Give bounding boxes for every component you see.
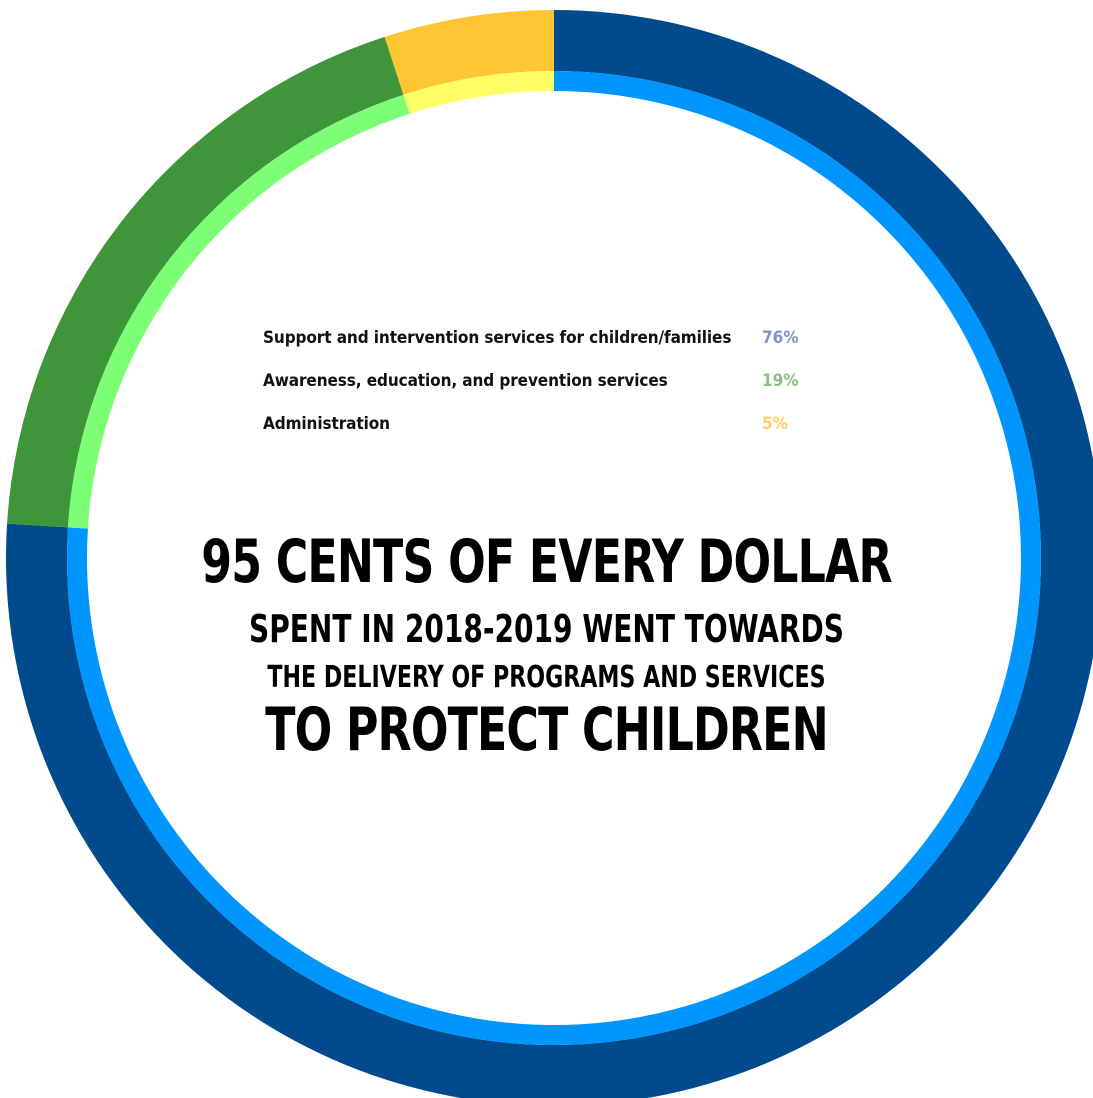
legend-label: Awareness, education, and prevention ser… bbox=[263, 370, 668, 391]
donut-slice-inner-2 bbox=[403, 71, 554, 114]
headline-line-3: THE DELIVERY OF PROGRAMS AND SERVICES bbox=[267, 660, 826, 695]
headline-line-1: 95 CENTS OF EVERY DOLLAR bbox=[201, 527, 892, 597]
legend-item-support: Support and intervention services for ch… bbox=[263, 316, 823, 359]
legend-value: 5% bbox=[762, 413, 788, 434]
legend-item-administration: Administration 5% bbox=[263, 402, 823, 445]
headline-line-2: SPENT IN 2018-2019 WENT TOWARDS bbox=[249, 607, 844, 651]
legend-label: Support and intervention services for ch… bbox=[263, 327, 732, 348]
legend-item-awareness: Awareness, education, and prevention ser… bbox=[263, 359, 823, 402]
legend-value: 19% bbox=[762, 370, 799, 391]
legend: Support and intervention services for ch… bbox=[263, 316, 823, 445]
legend-label: Administration bbox=[263, 413, 390, 434]
headline-line-4: TO PROTECT CHILDREN bbox=[265, 695, 828, 765]
donut-slice-outer-2 bbox=[384, 10, 554, 95]
donut-slice-outer-1 bbox=[7, 36, 404, 528]
legend-value: 76% bbox=[762, 327, 799, 348]
donut-slice-inner-1 bbox=[67, 94, 410, 529]
